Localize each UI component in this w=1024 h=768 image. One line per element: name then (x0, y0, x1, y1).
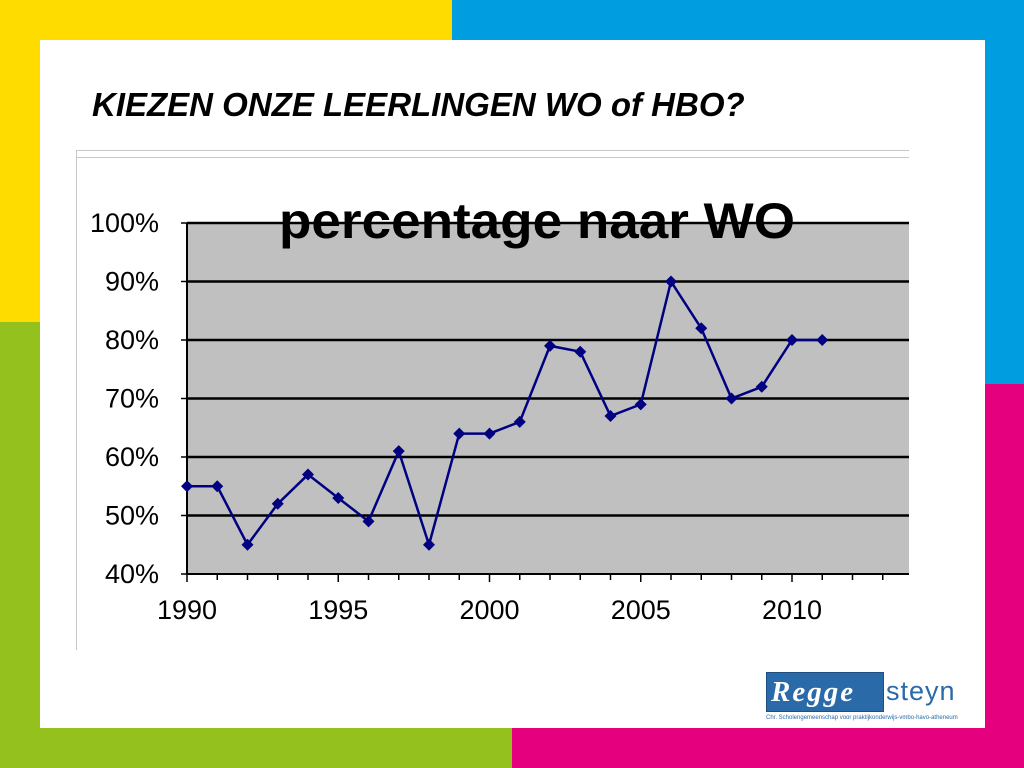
x-tick-label: 2005 (611, 595, 671, 625)
data-point (211, 480, 224, 493)
y-tick-label: 70% (105, 384, 159, 414)
data-point (302, 468, 314, 481)
school-logo: Regge steyn Chr. Scholengemeenschap voor… (766, 670, 974, 728)
chart-title: percentage naar WO (279, 193, 795, 249)
data-point (241, 538, 254, 551)
data-point (544, 339, 556, 352)
chart-frame: 40% 50% 60% 70% 80% 90% 100% 1990 1995 2000 2005 20… (76, 150, 909, 650)
x-tick-label: 2000 (459, 595, 519, 625)
slide-title: KIEZEN ONZE LEERLINGEN WO of HBO? (92, 86, 745, 123)
data-point (332, 491, 345, 504)
data-point (786, 334, 798, 346)
x-tick-label: 1990 (157, 595, 217, 625)
y-tick-label: 80% (105, 325, 159, 355)
data-point (604, 410, 617, 423)
y-tick-label: 100% (90, 208, 159, 238)
data-point (181, 480, 193, 493)
x-tick-label: 1995 (308, 595, 368, 625)
data-point (816, 334, 829, 346)
data-point (483, 427, 496, 440)
data-point (725, 392, 738, 405)
data-point (513, 415, 526, 428)
data-point (453, 427, 466, 440)
logo-box: Regge (766, 672, 884, 712)
y-tick-label: 90% (105, 267, 159, 297)
data-point (574, 345, 587, 358)
data-point (755, 380, 768, 393)
logo-brand-part1: Regge (771, 676, 856, 708)
series-line (187, 278, 823, 550)
data-point (695, 322, 708, 335)
y-tick-label: 60% (105, 442, 159, 472)
logo-tagline: Chr. Scholengemeenschap voor praktijkond… (766, 715, 958, 721)
chart-frame-top-rule-2 (77, 157, 909, 158)
line-chart: 40% 50% 60% 70% 80% 90% 100% 1990 1995 2000 2005 20… (90, 193, 909, 625)
data-point (423, 538, 435, 551)
data-point (362, 515, 375, 528)
chart-frame-top-rule (77, 150, 909, 151)
y-tick-label: 40% (105, 559, 159, 589)
y-tick-label: 50% (105, 501, 159, 531)
data-point (271, 497, 284, 510)
data-point (665, 275, 677, 288)
x-tick-label: 2010 (762, 595, 822, 625)
data-point (634, 398, 647, 411)
data-point (392, 445, 405, 458)
logo-brand-part2: steyn (886, 676, 956, 706)
